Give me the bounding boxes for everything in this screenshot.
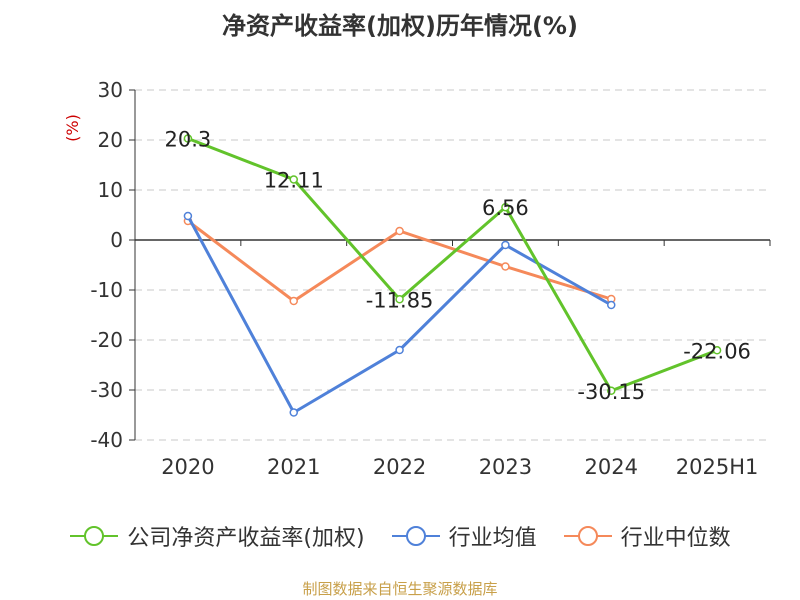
data-point xyxy=(395,226,404,236)
legend-item[interactable]: 行业均值 xyxy=(391,520,537,552)
data-point xyxy=(607,300,616,310)
data-label: -30.15 xyxy=(577,380,645,404)
y-tick-label: 10 xyxy=(98,178,123,202)
data-point xyxy=(607,386,616,395)
grid-lines xyxy=(135,89,770,441)
data-point xyxy=(501,240,510,250)
data-point xyxy=(289,175,298,184)
data-label: -22.06 xyxy=(683,339,751,363)
legend: 公司净资产收益率(加权) 行业均值 行业中位数 xyxy=(0,518,800,554)
y-tick-label: -10 xyxy=(90,278,123,302)
x-tick-label: 2025H1 xyxy=(676,455,759,479)
x-tick-label: 2024 xyxy=(585,455,638,479)
y-tick-label: 0 xyxy=(110,228,123,252)
series-line xyxy=(186,215,612,414)
y-tick-label: 20 xyxy=(98,128,123,152)
data-label: 6.56 xyxy=(482,196,529,220)
series-lines xyxy=(183,134,722,417)
data-labels: 20.3 12.11 -11.85 6.56 -30.15 -22.06 xyxy=(165,128,751,404)
y-tick-label: -30 xyxy=(90,378,123,402)
data-point xyxy=(289,408,298,417)
x-tick-label: 2022 xyxy=(373,455,426,479)
legend-label: 行业中位数 xyxy=(620,526,731,551)
data-point xyxy=(501,202,510,212)
data-point xyxy=(183,211,193,221)
x-tick-label: 2023 xyxy=(479,455,532,479)
legend-label: 行业均值 xyxy=(448,526,537,551)
series-line xyxy=(187,137,718,393)
legend-label: 公司净资产收益率(加权) xyxy=(127,526,365,551)
legend-swatch-icon xyxy=(563,526,612,546)
x-tick-label: 2021 xyxy=(267,455,320,479)
data-label: -11.85 xyxy=(366,288,434,312)
data-label: 20.3 xyxy=(165,128,212,152)
axes: 30 20 10 0 -10 -20 -30 -40 2020 2021 2022 2023 2024 2… xyxy=(90,78,771,479)
legend-swatch-icon xyxy=(70,526,119,546)
y-tick-label: -40 xyxy=(90,428,123,452)
data-point xyxy=(395,295,404,304)
y-axis-label: (%) xyxy=(63,114,82,142)
data-label: 12.11 xyxy=(264,168,324,192)
source-note: 制图数据来自恒生聚源数据库 xyxy=(302,580,498,598)
legend-item[interactable]: 行业中位数 xyxy=(563,520,731,552)
data-point xyxy=(289,296,298,306)
data-point xyxy=(395,345,404,355)
x-tick-label: 2020 xyxy=(161,455,214,479)
data-point xyxy=(501,262,510,271)
data-point xyxy=(183,134,193,143)
data-point xyxy=(712,346,722,355)
legend-item[interactable]: 公司净资产收益率(加权) xyxy=(69,520,365,552)
y-tick-label: -20 xyxy=(90,328,123,352)
y-tick-label: 30 xyxy=(98,78,123,102)
legend-swatch-icon xyxy=(391,526,440,546)
chart-title: 净资产收益率(加权)历年情况(%) xyxy=(222,12,578,40)
